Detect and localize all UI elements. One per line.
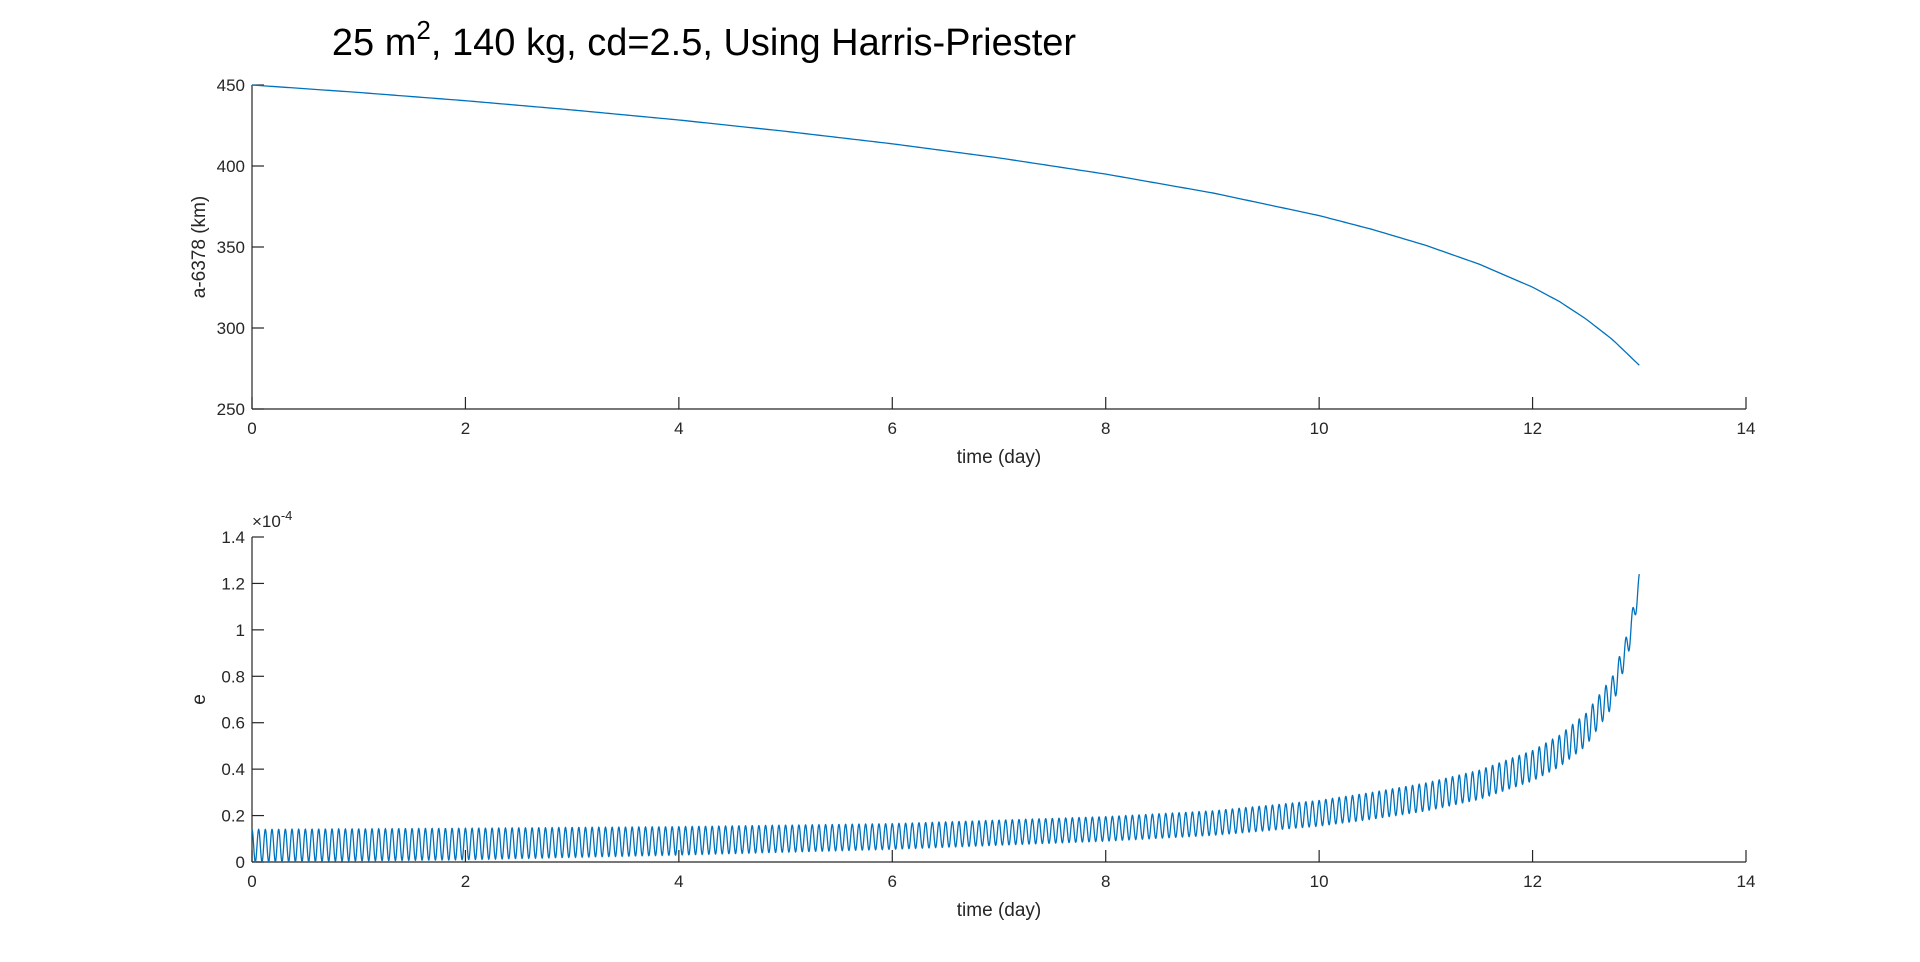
x-tick-label: 12 bbox=[1523, 872, 1542, 891]
x-tick-label: 2 bbox=[461, 419, 470, 438]
title-main: 25 m bbox=[332, 22, 416, 64]
y-tick-label: 300 bbox=[217, 319, 245, 338]
y-axis-label: e bbox=[189, 694, 210, 705]
x-tick-label: 4 bbox=[674, 872, 683, 891]
y-tick-label: 1 bbox=[236, 621, 245, 640]
y-tick-label: 450 bbox=[217, 76, 245, 95]
chart-title: 25 m2, 140 kg, cd=2.5, Using Harris-Prie… bbox=[332, 15, 1077, 64]
y-axis-label: a-6378 (km) bbox=[189, 196, 210, 298]
x-tick-label: 0 bbox=[247, 419, 256, 438]
x-tick-label: 0 bbox=[247, 872, 256, 891]
x-tick-label: 2 bbox=[461, 872, 470, 891]
data-series-line bbox=[251, 574, 1640, 864]
x-tick-label: 14 bbox=[1737, 872, 1756, 891]
x-tick-label: 12 bbox=[1523, 419, 1542, 438]
x-tick-label: 6 bbox=[888, 872, 897, 891]
y-exponent-label: ×10-4 bbox=[252, 508, 292, 531]
x-tick-label: 6 bbox=[888, 419, 897, 438]
y-tick-label: 1.2 bbox=[221, 574, 245, 593]
x-tick-label: 8 bbox=[1101, 872, 1110, 891]
x-axis-label: time (day) bbox=[957, 447, 1041, 468]
x-tick-label: 8 bbox=[1101, 419, 1110, 438]
x-tick-label: 10 bbox=[1310, 419, 1329, 438]
y-tick-label: 0.8 bbox=[221, 667, 245, 686]
x-axis-label: time (day) bbox=[957, 900, 1041, 921]
semi-major-axis-plot: 0 2 4 6 8 10 12 14 250 300 350 400 450 time (day) a-63… bbox=[189, 76, 1755, 468]
x-tick-label: 4 bbox=[674, 419, 683, 438]
y-tick-label: 0.4 bbox=[221, 760, 245, 779]
x-tick-label: 14 bbox=[1737, 419, 1756, 438]
title-superscript: 2 bbox=[416, 15, 430, 45]
eccentricity-plot: 0 2 4 6 8 10 12 14 0 0.2 0.4 0.6 0.8 1 1.2 1.4 time (day… bbox=[189, 508, 1755, 921]
y-tick-label: 0.6 bbox=[221, 714, 245, 733]
y-tick-label: 250 bbox=[217, 400, 245, 419]
y-tick-label: 400 bbox=[217, 157, 245, 176]
x-tick-label: 10 bbox=[1310, 872, 1329, 891]
y-tick-label: 1.4 bbox=[221, 528, 245, 547]
y-tick-label: 0.2 bbox=[221, 807, 245, 826]
y-tick-label: 350 bbox=[217, 238, 245, 257]
title-rest: , 140 kg, cd=2.5, Using Harris-Priester bbox=[431, 22, 1077, 64]
y-tick-label: 0 bbox=[236, 853, 245, 872]
data-series-line bbox=[251, 84, 1640, 366]
